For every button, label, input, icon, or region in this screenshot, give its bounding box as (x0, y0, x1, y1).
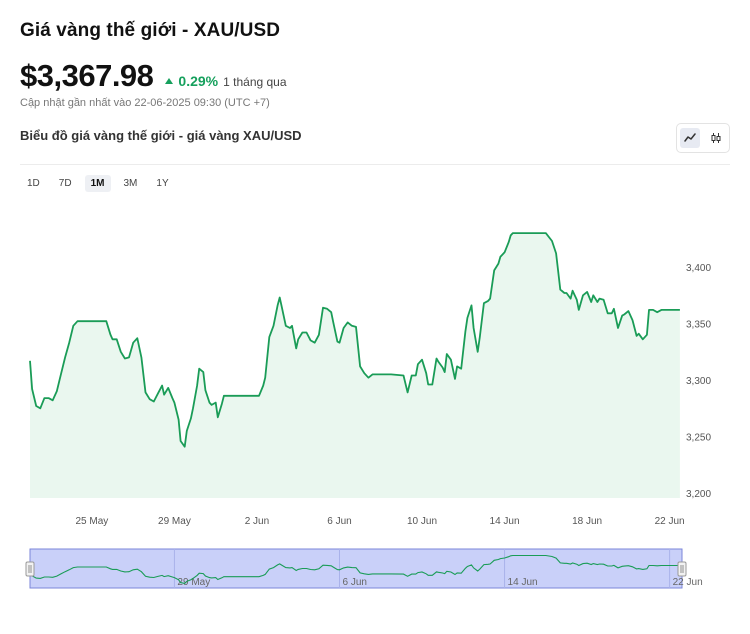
x-tick-label: 6 Jun (327, 516, 351, 527)
navigator-tick-label: 22 Jun (673, 577, 703, 588)
x-tick-label: 22 Jun (655, 516, 685, 527)
range-button-1y[interactable]: 1Y (156, 178, 169, 189)
y-tick-label: 3,200 (686, 489, 711, 500)
range-button-3m[interactable]: 3M (123, 178, 138, 189)
range-button-7d[interactable]: 7D (58, 178, 72, 189)
navigator-series-line (29, 554, 680, 584)
price-area-fill (30, 233, 680, 498)
page-title: Giá vàng thế giới - XAU/USD (20, 20, 281, 41)
header-divider (20, 164, 730, 165)
change-period: 1 tháng qua (223, 75, 287, 89)
y-tick-label: 3,250 (686, 433, 711, 444)
change-percent: 0.29% (178, 73, 219, 89)
y-tick-label: 3,400 (686, 263, 711, 274)
navigator-tick-label: 29 May (177, 577, 210, 588)
chart-type-toggle (676, 123, 730, 153)
up-arrow-icon (165, 78, 174, 84)
price-row: $3,367.98 0.29% 1 tháng qua (20, 58, 287, 94)
line-chart-icon[interactable] (680, 128, 700, 148)
x-tick-label: 18 Jun (572, 516, 602, 527)
last-updated: Cập nhật gần nhất vào 22-06-2025 09:30 (… (20, 97, 270, 109)
x-tick-label: 10 Jun (407, 516, 437, 527)
candlestick-icon[interactable] (706, 128, 726, 148)
range-button-1d[interactable]: 1D (27, 178, 40, 189)
navigator-tick-label: 6 Jun (342, 577, 366, 588)
range-button-1m[interactable]: 1M (84, 175, 111, 192)
y-tick-label: 3,350 (686, 320, 711, 331)
x-tick-label: 25 May (76, 516, 109, 527)
x-tick-label: 29 May (158, 516, 191, 527)
y-tick-label: 3,300 (686, 376, 711, 387)
x-tick-label: 14 Jun (490, 516, 520, 527)
navigator-right-handle[interactable] (677, 561, 687, 577)
navigator-left-handle[interactable] (25, 561, 35, 577)
range-selector: 1D 7D 1M 3M 1Y (21, 175, 182, 192)
price-series-line (29, 232, 680, 448)
x-tick-label: 2 Jun (245, 516, 269, 527)
current-price: $3,367.98 (20, 58, 154, 93)
chart-title: Biểu đồ giá vàng thế giới - giá vàng XAU… (20, 128, 302, 143)
navigator-tick-label: 14 Jun (508, 577, 538, 588)
